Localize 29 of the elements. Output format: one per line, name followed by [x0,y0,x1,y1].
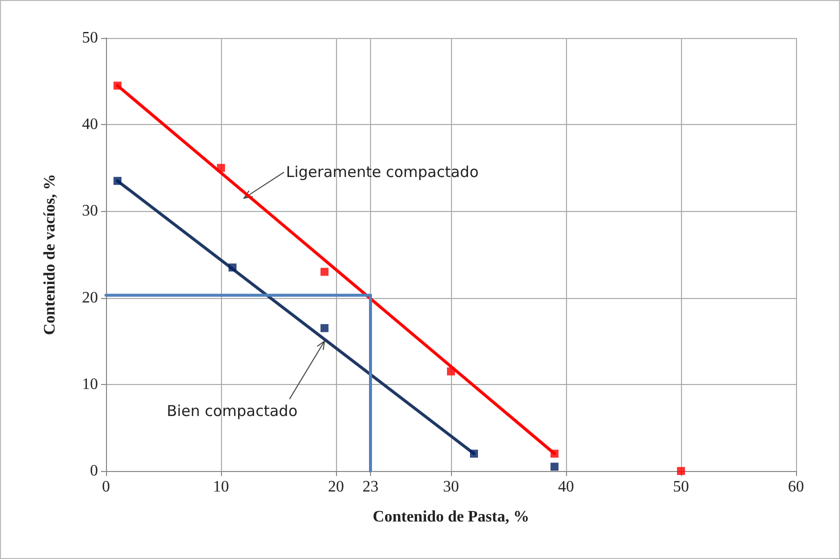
point [550,462,558,471]
point [470,450,478,458]
y-tick-label: 0 [90,462,98,480]
y-tick-label: 40 [82,116,98,134]
x-tick-label: 23 [362,478,378,496]
point [114,82,122,90]
x-tick-label: 60 [788,478,804,496]
x-tick-label: 30 [443,478,459,496]
y-tick-label: 20 [82,289,98,306]
point [217,164,225,172]
y-axis-title: Contenido de vacíos, % [42,174,58,335]
point [550,450,558,458]
annotation: Bien compactado [166,402,298,420]
point [447,367,455,376]
x-tick-label: 50 [673,478,689,496]
y-tick-label: 30 [82,202,98,220]
annotation: Ligeramente compactado [286,163,479,182]
x-axis-title: Contenido de Pasta, % [372,508,530,526]
point [320,324,328,332]
point [228,263,236,272]
point [320,268,328,276]
point [677,467,685,475]
x-tick-label: 10 [213,478,229,496]
point [114,176,122,185]
x-tick-label: 20 [328,478,344,496]
x-tick-label: 40 [558,478,574,496]
x-tick-label: 0 [102,478,110,496]
y-tick-label: 50 [82,30,98,46]
y-tick-label: 10 [82,376,98,393]
